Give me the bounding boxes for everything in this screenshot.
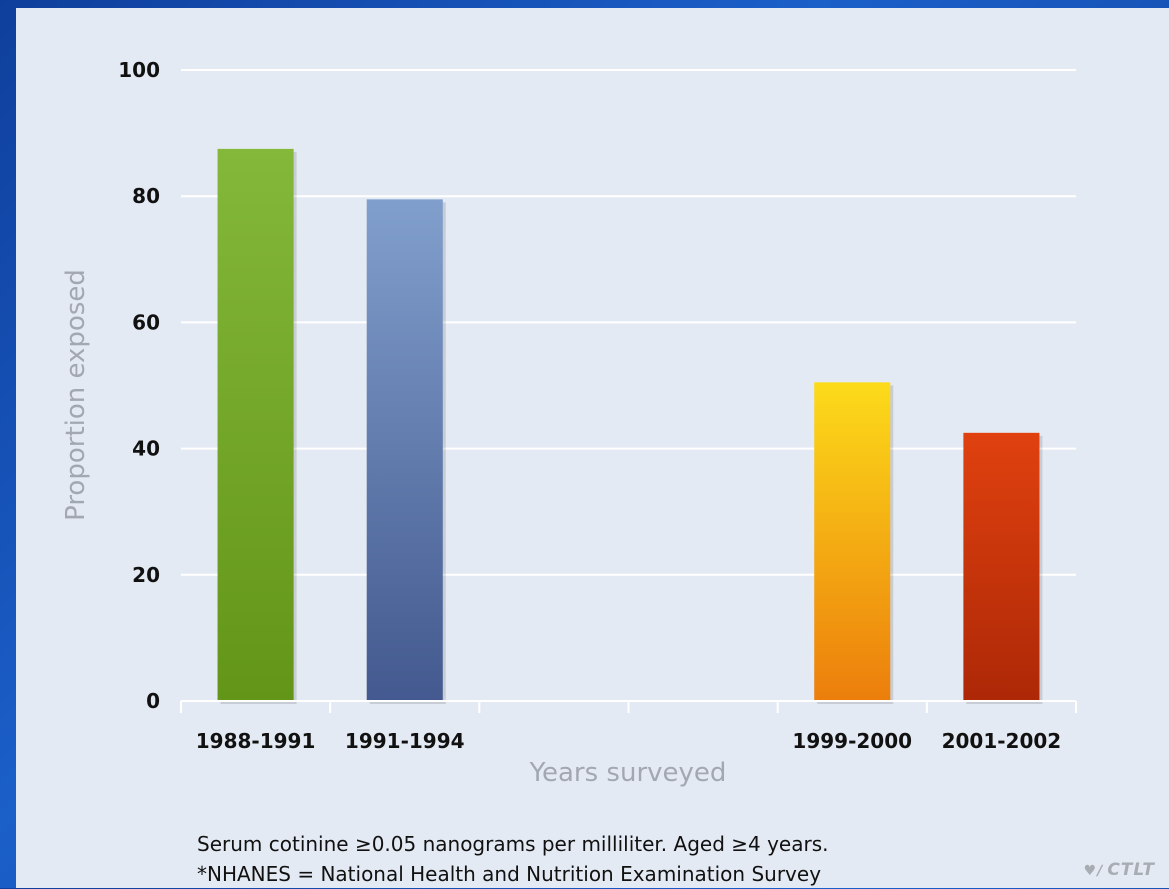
x-tick-label: 1988-1991 <box>196 729 316 753</box>
axes <box>180 700 1077 713</box>
x-tick-label: 1999-2000 <box>792 729 912 753</box>
footnote-cotinine: Serum cotinine ≥0.05 nanograms per milli… <box>197 832 829 856</box>
y-tick-label: 0 <box>146 689 160 713</box>
y-axis-title: Proportion exposed <box>61 269 91 521</box>
y-tick-label: 100 <box>118 58 160 82</box>
tick-labels: 0 20 40 60 80 100 1988-1991 1991-1994 1999-2000 2… <box>118 58 1061 753</box>
bar <box>814 382 891 701</box>
footnote-nhanes: *NHANES = National Health and Nutrition … <box>197 862 822 886</box>
y-tick-label: 60 <box>132 310 160 334</box>
ctlt-logo-icon: ♥∕ <box>1083 863 1104 879</box>
bar <box>366 199 443 702</box>
bar-chart: 0 20 40 60 80 100 1988-1991 1991-1994 1999-2000 2… <box>61 58 1077 788</box>
bar <box>217 148 294 701</box>
slide-panel: 0 20 40 60 80 100 1988-1991 1991-1994 1999-2000 2… <box>16 8 1169 888</box>
y-tick-label: 80 <box>132 184 160 208</box>
logo-text: CTLT <box>1107 860 1155 880</box>
bar <box>963 432 1040 701</box>
x-tick-label: 1991-1994 <box>345 729 465 753</box>
bars <box>217 148 1043 705</box>
x-axis-title: Years surveyed <box>529 758 727 788</box>
gridlines <box>181 69 1076 576</box>
footnotes: Serum cotinine ≥0.05 nanograms per milli… <box>197 829 828 889</box>
y-tick-label: 20 <box>132 563 160 587</box>
ctlt-logo: ♥∕ CTLT <box>1084 860 1155 880</box>
y-tick-label: 40 <box>132 437 160 461</box>
x-tick-label: 2001-2002 <box>942 729 1062 753</box>
